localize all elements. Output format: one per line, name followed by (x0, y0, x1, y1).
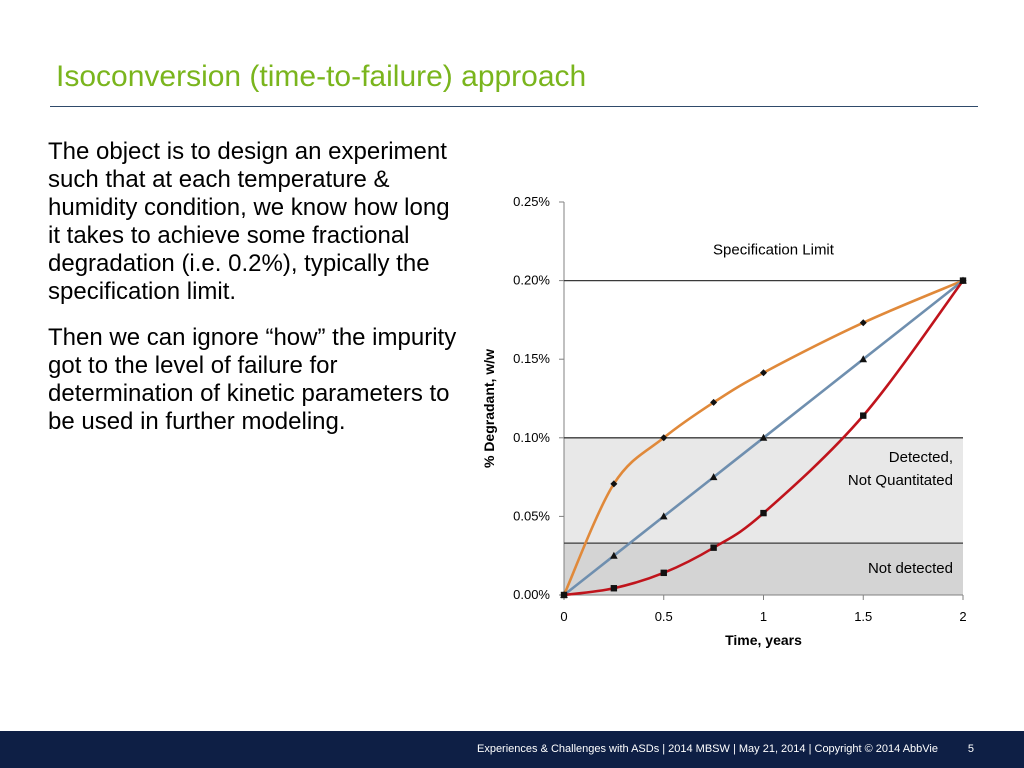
point-2-5 (860, 412, 867, 419)
point-2-0 (560, 591, 568, 599)
series-markers (560, 276, 967, 599)
point-1-2 (659, 512, 668, 520)
x-tick-label-2: 1 (760, 609, 767, 624)
region-0 (564, 543, 963, 595)
axes: 0.00% 0.05% 0.10% 0.15% 0.20% 0.25% 0 0.5 1 1.5 2 (513, 194, 966, 624)
y-tick-label-2: 0.10% (513, 430, 550, 445)
point-2-1 (610, 585, 618, 592)
footer-bar: Experiences & Challenges with ASDs | 201… (0, 731, 1024, 768)
footer-text: Experiences & Challenges with ASDs | 201… (476, 743, 938, 755)
point-2-6 (959, 277, 967, 284)
point-2-3 (710, 544, 717, 551)
region-label-1-line-0: Detected, (889, 449, 953, 466)
point-1-4 (759, 433, 768, 441)
body-text: The object is to design an experiment su… (48, 138, 466, 454)
y-tick-label-5: 0.25% (513, 194, 550, 209)
shaded-regions (564, 437, 963, 595)
slide-title: Isoconversion (time-to-failure) approach (56, 60, 587, 93)
point-1-3 (709, 473, 718, 481)
title-divider (50, 106, 978, 107)
region-label-1-line-1: Not Quantitated (848, 472, 953, 489)
point-1-1 (610, 551, 618, 559)
point-0-3 (710, 398, 718, 406)
y-axis-title: % Degradant, w/w (481, 349, 497, 468)
point-2-2 (660, 569, 667, 577)
paragraph-1: The object is to design an experiment su… (48, 138, 450, 305)
x-tick-label-0: 0 (560, 609, 567, 624)
chart-labels: Time, years % Degradant, w/w Specification… (481, 242, 953, 648)
point-0-1 (610, 480, 618, 488)
paragraph-2: Then we can ignore “how” the impurity go… (48, 324, 457, 435)
page-number: 5 (967, 743, 974, 755)
point-2-4 (760, 509, 767, 517)
point-0-4 (760, 369, 767, 377)
y-tick-label-3: 0.15% (513, 351, 550, 366)
region-1 (564, 437, 963, 544)
degradation-chart: 0.00%0.05%0.10%0.15%0.20%0.25%0 0.5 1 1.5 2 … (481, 194, 967, 648)
region-label-0: Not detected (868, 560, 953, 577)
spec-limit-label: Specification Limit (713, 242, 835, 259)
x-axis-title: Time, years (725, 632, 802, 648)
point-0-2 (660, 434, 668, 442)
y-tick-label-4: 0.20% (513, 273, 550, 288)
y-tick-label-1: 0.05% (513, 508, 550, 523)
point-1-5 (859, 355, 868, 363)
x-tick-label-1: 0.5 (655, 609, 673, 624)
point-0-5 (859, 319, 867, 327)
x-tick-label-3: 1.5 (854, 609, 872, 624)
x-tick-label-4: 2 (959, 609, 966, 624)
y-tick-label-0: 0.00% (513, 587, 550, 602)
series-line-1 (563, 279, 964, 597)
